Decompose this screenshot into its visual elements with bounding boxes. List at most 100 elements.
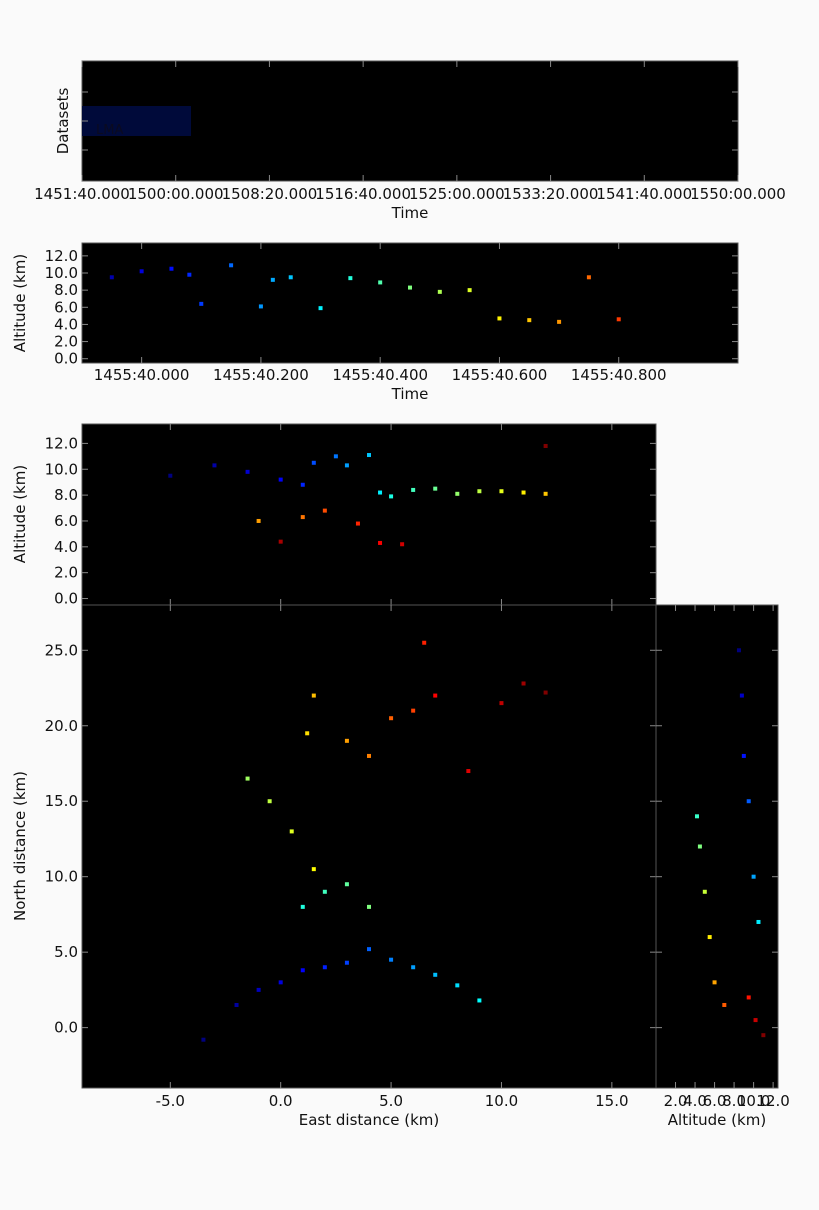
altitude-east-point [311,460,316,465]
altitude-east-point [245,469,250,474]
plan-view-point [367,904,371,909]
altitude-time-x-tick: 1455:40.800 [571,366,667,384]
altitude-east-y-tick: 2.0 [54,564,78,582]
altitude-time-point [318,306,323,311]
altitude-east-point [543,443,548,448]
altitude-time-point [378,280,383,285]
altitude-time-y-tick: 12.0 [45,247,78,265]
plan-view-point [389,716,394,721]
altitude-east-point [378,540,383,545]
plan-view-x-tick: 5.0 [379,1092,403,1110]
altitude-east-y-tick: 4.0 [54,538,78,556]
plan-view-point [411,708,416,713]
altitude-east-point [455,491,460,496]
plan-view-point [311,867,316,872]
altitude-east-point [212,463,217,468]
lma-dataset-bar [82,106,191,136]
north-altitude-x-tick: 12.0 [756,1092,789,1110]
altitude-east-ticks: 0.0 2.0 4.0 6.0 8.0 10.0 12.0 [45,424,656,608]
altitude-east-point [433,486,438,491]
north-altitude-point [722,1002,727,1007]
north-altitude-x-axis-label: Altitude (km) [668,1111,766,1129]
plan-view-point [433,972,438,977]
altitude-time-x-tick: 1455:40.000 [94,366,190,384]
plan-view-point [300,904,305,909]
plan-view-points [201,640,548,1042]
altitude-time-y-tick: 8.0 [54,281,78,299]
altitude-east-point [278,539,283,544]
plan-view-plot-area [81,604,657,1089]
altitude-east-y-tick: 6.0 [54,512,78,530]
altitude-time-point [437,289,442,294]
north-altitude-plot-area [655,604,779,1089]
plan-view-point [311,693,316,698]
plan-view-point [521,681,526,686]
altitude-time-point [586,275,591,280]
plan-view-point [466,769,471,774]
plan-view-point [267,799,272,804]
plan-view-point [389,957,394,962]
altitude-time-point [616,317,621,322]
altitude-time-point [288,275,293,280]
altitude-time-point [187,272,192,277]
north-altitude-x-tick: 10.0 [737,1092,770,1110]
datasets-plot-area [81,60,739,182]
plan-view-y-tick: 20.0 [45,717,78,735]
plan-view-y-axis-label: North distance (km) [11,771,29,921]
altitude-east-y-axis-label: Altitude (km) [11,465,29,563]
north-altitude-point [751,874,756,879]
plan-view-point [499,701,504,706]
plan-view-point [201,1037,206,1042]
plan-view-point [433,693,438,698]
plan-view-point [477,998,482,1003]
north-altitude-point [707,935,712,940]
altitude-east-y-tick: 8.0 [54,486,78,504]
altitude-east-panel: Altitude (km) 0.0 2.0 4.0 6.0 8.0 10.0 12.0 [11,423,657,608]
altitude-time-x-tick: 1455:40.600 [452,366,548,384]
altitude-east-point [411,487,416,492]
altitude-east-point [389,494,394,499]
plan-view-point [422,640,427,645]
plan-view-x-tick: 15.0 [595,1092,628,1110]
altitude-east-point [543,491,548,496]
plan-view-y-tick: 25.0 [45,641,78,659]
datasets-panel: LMA Datasets Time 1451:40.0001500:00.000… [34,60,786,222]
altitude-time-y-tick: 10.0 [45,264,78,282]
plan-view-point [543,690,548,695]
plan-view-point [256,987,261,992]
altitude-time-panel: Altitude (km) Time 1455:40.000 1455:40.20… [11,242,739,403]
datasets-x-tick: 1541:40.000 [596,185,692,203]
north-altitude-point [697,844,702,849]
altitude-time-x-tick: 1455:40.200 [213,366,309,384]
plan-view-y-tick: 5.0 [54,943,78,961]
altitude-time-point [348,276,353,281]
plan-view-x-tick: -5.0 [156,1092,185,1110]
north-altitude-x-tick: 2.0 [664,1092,688,1110]
altitude-east-y-tick: 10.0 [45,460,78,478]
plan-view-ticks: -5.0 0.0 5.0 10.0 15.0 0.0 5.0 10.0 15.0 20.0 25.0 [45,605,656,1110]
north-altitude-ticks: 2.04.06.08.010.012.0 [656,605,790,1110]
altitude-east-point [521,490,526,495]
plan-view-point [322,965,327,970]
altitude-time-point [497,316,502,321]
lma-dataset-label: LMA [96,123,123,138]
plan-view-y-tick: 0.0 [54,1019,78,1037]
altitude-east-point [355,521,360,526]
altitude-east-points [168,443,548,547]
altitude-time-y-tick: 4.0 [54,315,78,333]
north-altitude-point [756,919,761,924]
altitude-east-point [256,518,261,523]
plan-view-point [278,980,283,985]
plan-view-point [344,882,349,887]
altitude-time-point [229,263,234,268]
altitude-time-y-axis-label: Altitude (km) [11,254,29,352]
plan-view-point [367,947,371,952]
north-altitude-points [694,648,766,1038]
north-altitude-point [746,995,751,1000]
datasets-x-tick: 1516:40.000 [315,185,411,203]
altitude-time-point [557,319,562,324]
altitude-east-point [300,515,305,520]
altitude-time-point [139,269,144,274]
plan-view-point [300,968,305,973]
